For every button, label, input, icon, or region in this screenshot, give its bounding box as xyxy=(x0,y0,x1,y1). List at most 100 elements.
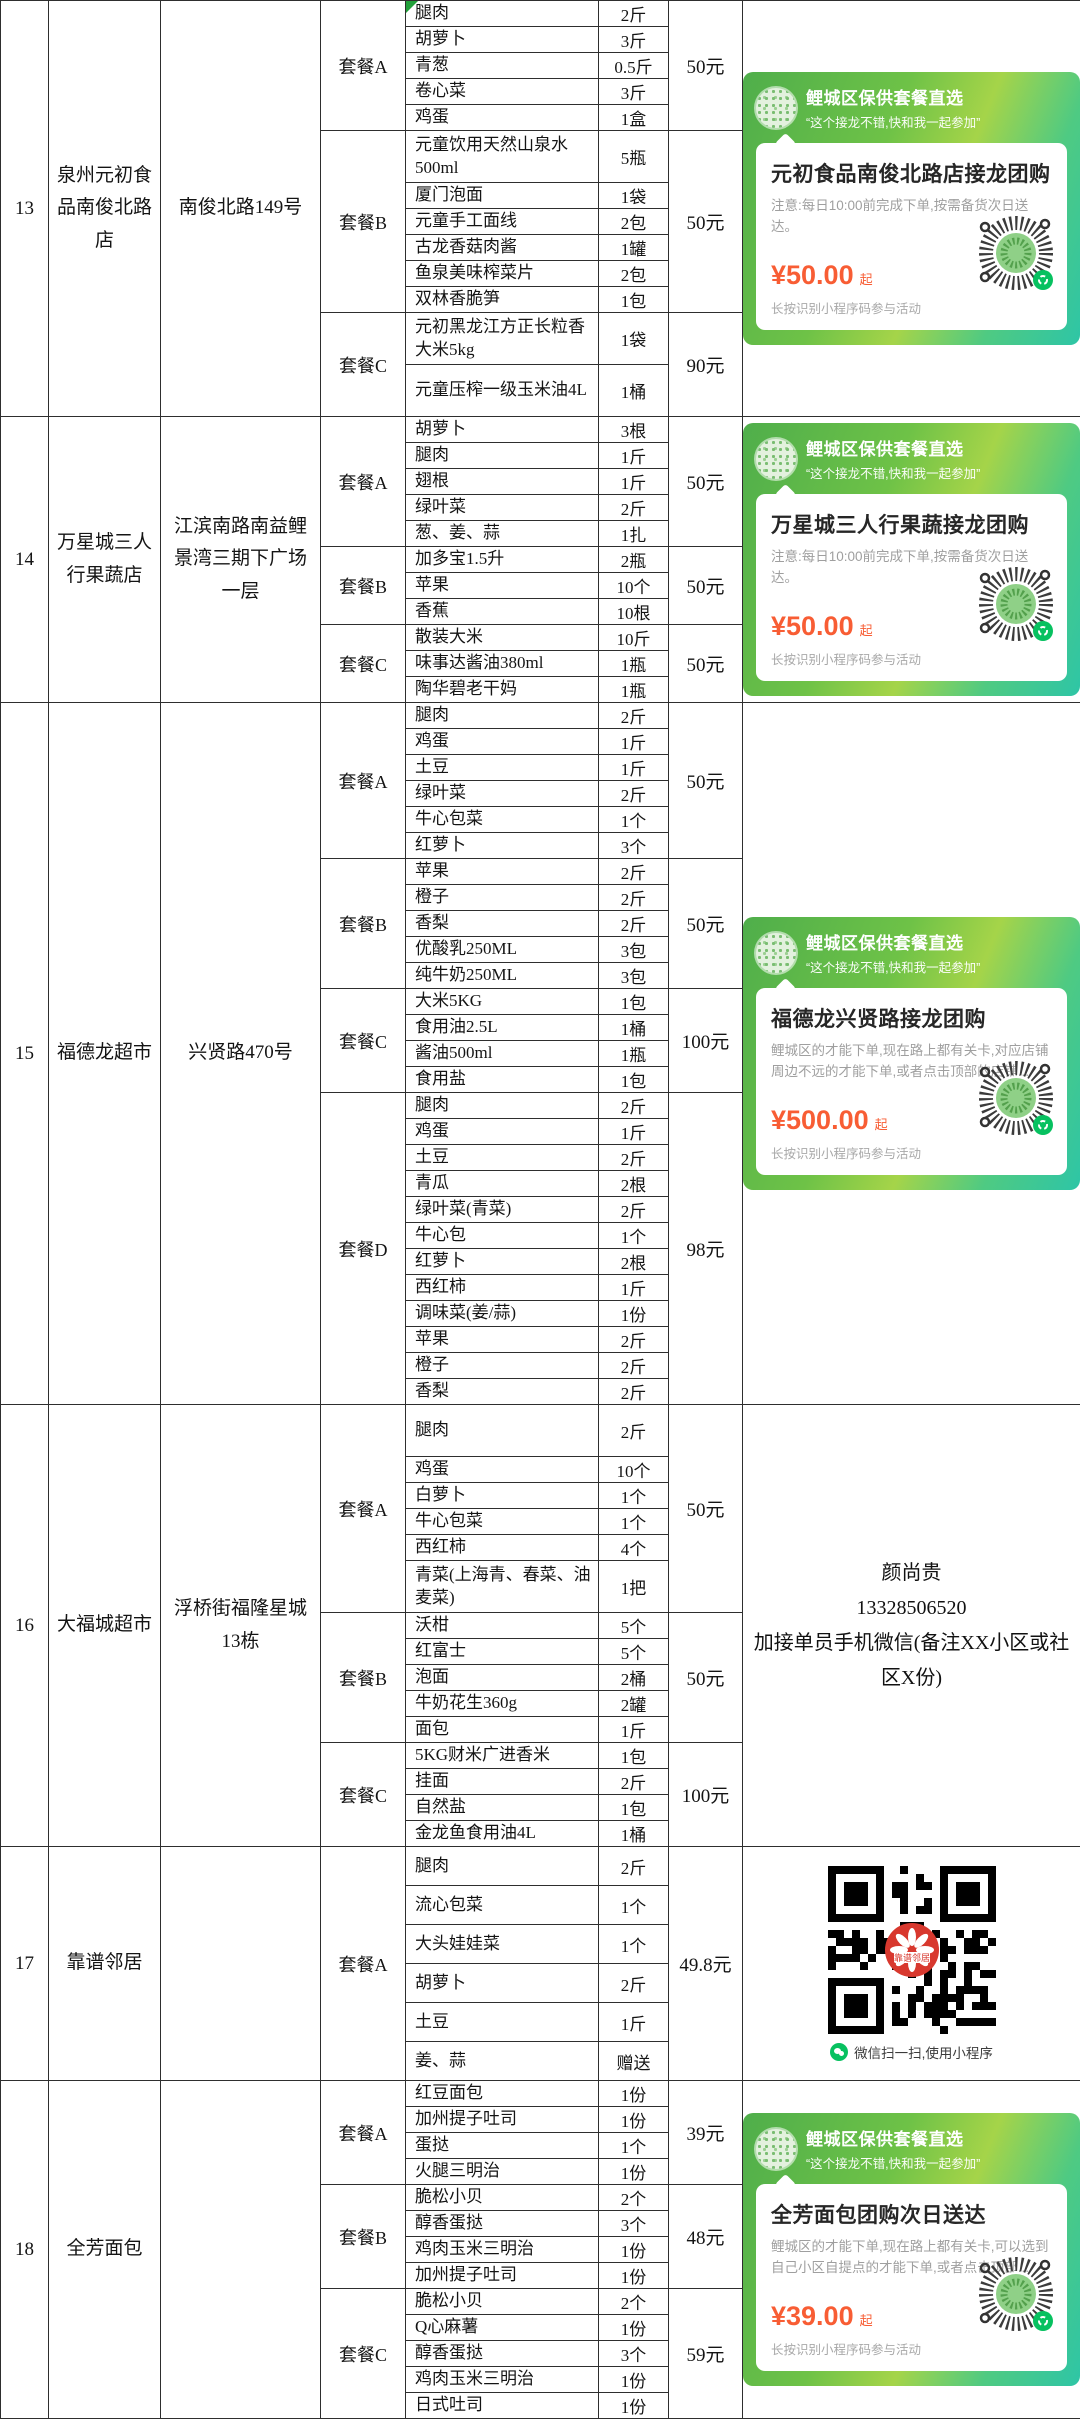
miniprogram-sunburst-code xyxy=(979,2256,1053,2331)
row-number-cell: 15 xyxy=(0,702,49,1405)
item-qty-cell: 1份 xyxy=(598,2392,669,2419)
card-title: 福德龙兴贤路接龙团购 xyxy=(771,1008,986,1032)
item-qty-cell: 1个 xyxy=(598,1482,669,1509)
card-body: 万星城三人行果蔬接龙团购 注意:每日10:00前完成下单,按需备货次日送达。 ¥50… xyxy=(756,494,1067,681)
table-row: 绿叶菜 2斤 xyxy=(1,494,1080,521)
item-qty-cell: 2斤 xyxy=(598,494,669,521)
miniprogram-sunburst-code xyxy=(979,215,1053,290)
card-header-title: 鲤城区保供套餐直选 xyxy=(806,2130,964,2150)
card-note: 鲤城区的才能下单,现在路上都有关卡,对应店铺周边不远的才能下单,或者点击顶部的店… xyxy=(771,1043,1049,1079)
qr-caption-text: 微信扫一扫,使用小程序 xyxy=(854,2045,993,2061)
item-name-cell: 绿叶菜 xyxy=(405,494,599,521)
groupbuy-share-card[interactable]: 鲤城区保供套餐直选 “这个接龙不错,快和我一起参加” 万星城三人行果蔬接龙团购 注意:… xyxy=(743,423,1080,696)
item-qty-cell: 2斤 xyxy=(598,1768,669,1795)
price-cell: 50元 xyxy=(668,624,743,703)
item-qty-cell: 2斤 xyxy=(598,780,669,807)
item-qty-cell: 1个 xyxy=(598,1508,669,1535)
item-name-cell: 加州提子吐司 xyxy=(405,2262,599,2289)
table-row: 元童手工面线 2包 xyxy=(1,208,1080,235)
table-row: 调味菜(姜/蒜) 1份 xyxy=(1,1300,1080,1327)
right-info-cell: 颜尚贵 13328506520 加接单员手机微信(备注XX小区或社区X份) xyxy=(742,1404,1080,1847)
item-qty-cell: 1扎 xyxy=(598,520,669,547)
package-name-cell: 套餐C xyxy=(320,624,406,703)
item-qty-cell: 3个 xyxy=(598,2210,669,2237)
groupbuy-share-card[interactable]: 鲤城区保供套餐直选 “这个接龙不错,快和我一起参加” 元初食品南俊北路店接龙团购 注意… xyxy=(743,72,1080,345)
table-row: 酱油500ml 1瓶 xyxy=(1,1040,1080,1067)
table-row: 日式吐司 1份 xyxy=(1,2392,1080,2419)
item-qty-cell: 1份 xyxy=(598,2158,669,2185)
item-qty-cell: 1包 xyxy=(598,1742,669,1769)
table-row: 土豆 2斤 xyxy=(1,1144,1080,1171)
table-row: 纯牛奶250ML 3包 xyxy=(1,962,1080,989)
item-qty-cell: 2桶 xyxy=(598,1664,669,1691)
card-footer: 长按识别小程序码参与活动 xyxy=(771,1146,922,1161)
card-body: 全芳面包团购次日送达 鲤城区的才能下单,现在路上都有关卡,可以选到自己小区自提点的… xyxy=(756,2184,1067,2371)
item-qty-cell: 3斤 xyxy=(598,26,669,53)
groupbuy-share-card[interactable]: 鲤城区保供套餐直选 “这个接龙不错,快和我一起参加” 全芳面包团购次日送达 鲤城区的才… xyxy=(743,2113,1080,2386)
card-header-quote: “这个接龙不错,快和我一起参加” xyxy=(806,2157,981,2172)
item-name-cell: 橙子 xyxy=(405,884,599,911)
item-qty-cell: 2斤 xyxy=(598,884,669,911)
table-row: 面包 1斤 xyxy=(1,1716,1080,1743)
table-row: 套餐C 散装大米 10斤 50元 xyxy=(1,624,1080,703)
card-header-quote: “这个接龙不错,快和我一起参加” xyxy=(806,961,981,976)
address-cell: 兴贤路470号 xyxy=(160,702,321,1405)
table-row: 葱、姜、蒜 1扎 xyxy=(1,520,1080,547)
item-qty-cell: 3包 xyxy=(598,962,669,989)
item-qty-cell: 1份 xyxy=(598,2314,669,2341)
groupbuy-share-card[interactable]: 鲤城区保供套餐直选 “这个接龙不错,快和我一起参加” 福德龙兴贤路接龙团购 鲤城区的才… xyxy=(743,917,1080,1190)
item-name-cell: 牛心包菜 xyxy=(405,806,599,833)
item-qty-cell: 10根 xyxy=(598,598,669,625)
item-qty-cell: 2斤 xyxy=(598,0,669,27)
item-name-cell: 胡萝卜 xyxy=(405,1963,599,2003)
qr-logo-text: 靠谱邻居 xyxy=(893,1952,929,1963)
table-row: 味事达酱油380ml 1瓶 xyxy=(1,650,1080,677)
item-name-cell: 绿叶菜(青菜) xyxy=(405,1196,599,1223)
card-note: 鲤城区的才能下单,现在路上都有关卡,可以选到自己小区自提点的才能下单,或者点击顶… xyxy=(771,2239,1049,2275)
qr-code[interactable]: 靠谱邻居 xyxy=(827,1865,996,2034)
store-name-cell: 万星城三人行果蔬店 xyxy=(48,416,161,703)
item-name-cell: 腿肉 xyxy=(405,702,599,729)
table-row: 鸡肉玉米三明治 1份 xyxy=(1,2366,1080,2393)
miniprogram-code-icon[interactable] xyxy=(973,1055,1059,1141)
card-price: ¥500.00 xyxy=(771,1104,869,1135)
item-qty-cell: 1斤 xyxy=(598,1274,669,1301)
row-number-cell: 18 xyxy=(0,2080,49,2419)
item-qty-cell: 2包 xyxy=(598,260,669,287)
price-cell: 50元 xyxy=(668,416,743,547)
item-qty-cell: 2斤 xyxy=(598,1326,669,1353)
item-qty-cell: 1份 xyxy=(598,2080,669,2107)
card-footer: 长按识别小程序码参与活动 xyxy=(771,2342,922,2357)
miniprogram-sunburst-code xyxy=(979,1060,1053,1135)
item-name-cell: 胡萝卜 xyxy=(405,26,599,53)
package-name-cell: 套餐B xyxy=(320,130,406,313)
table-row: 套餐B 脆松小贝 2个 48元 xyxy=(1,2184,1080,2289)
card-price-suffix: 起 xyxy=(859,2312,873,2328)
item-name-cell: 红萝卜 xyxy=(405,1248,599,1275)
table-row: 西红柿 4个 xyxy=(1,1534,1080,1561)
table-row: 17 靠谱邻居 套餐A 腿肉 2斤 49.8元 靠谱邻居 微信扫一扫,使用小程序 xyxy=(0,1846,1080,2081)
address-cell xyxy=(160,1846,321,2081)
item-name-cell: 面包 xyxy=(405,1716,599,1743)
item-qty-cell: 2罐 xyxy=(598,1690,669,1717)
price-cell: 50元 xyxy=(668,858,743,989)
table-row: 16 大福城超市 浮桥街福隆星城13栋 套餐A 腿肉 2斤 50元 颜尚贵 1332850652… xyxy=(0,1404,1080,1847)
item-name-cell: 翅根 xyxy=(405,468,599,495)
item-name-cell: 腿肉 xyxy=(405,1092,599,1119)
item-name-cell: 优酸乳250ML xyxy=(405,936,599,963)
card-avatar-icon xyxy=(756,932,796,973)
table-row: 优酸乳250ML 3包 xyxy=(1,936,1080,963)
miniprogram-code-icon[interactable] xyxy=(973,2251,1059,2337)
row-number-cell: 13 xyxy=(0,0,49,417)
package-name-cell: 套餐B xyxy=(320,546,406,625)
card-header: 鲤城区保供套餐直选 “这个接龙不错,快和我一起参加” xyxy=(756,84,1067,131)
miniprogram-code-icon[interactable] xyxy=(973,561,1059,647)
item-qty-cell: 5个 xyxy=(598,1638,669,1665)
item-qty-cell: 1包 xyxy=(598,1066,669,1093)
item-name-cell: 元童手工面线 xyxy=(405,208,599,235)
miniprogram-code-icon[interactable] xyxy=(973,210,1059,296)
store-name-cell: 福德龙超市 xyxy=(48,702,161,1405)
table-row: 金龙鱼食用油4L 1桶 xyxy=(1,1820,1080,1847)
item-name-cell: 元童压榨一级玉米油4L xyxy=(405,364,599,417)
item-name-cell: 牛心包 xyxy=(405,1222,599,1249)
